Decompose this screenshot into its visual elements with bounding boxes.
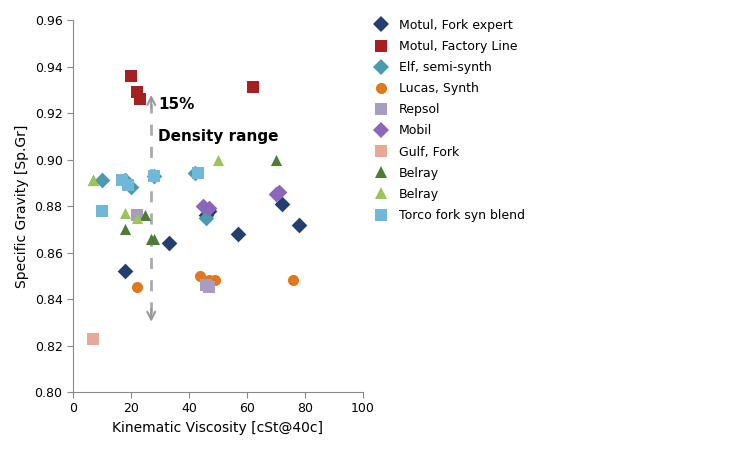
Belray	[87, 177, 99, 184]
Legend: Motul, Fork expert, Motul, Factory Line, Elf, semi-synth, Lucas, Synth, Repsol, : Motul, Fork expert, Motul, Factory Line,…	[369, 19, 525, 222]
Lucas, Synth	[287, 277, 299, 284]
Text: Density range: Density range	[158, 129, 279, 144]
Belray	[148, 235, 160, 242]
Motul, Fork expert	[200, 212, 212, 219]
Repsol	[130, 212, 142, 219]
Elf, semi-synth	[148, 172, 160, 180]
Belray	[140, 212, 152, 219]
Elf, semi-synth	[189, 170, 201, 177]
Elf, semi-synth	[96, 177, 108, 184]
Lucas, Synth	[87, 335, 99, 342]
X-axis label: Kinematic Viscosity [cSt@40c]: Kinematic Viscosity [cSt@40c]	[112, 421, 323, 435]
Motul, Factory Line	[134, 95, 146, 103]
Motul, Fork expert	[275, 200, 287, 207]
Motul, Fork expert	[203, 207, 215, 214]
Motul, Factory Line	[247, 84, 259, 91]
Repsol	[203, 284, 215, 291]
Torco fork syn blend	[116, 177, 128, 184]
Text: 15%: 15%	[158, 97, 195, 112]
Motul, Fork expert	[163, 239, 175, 247]
Belray	[87, 177, 99, 184]
Belray	[270, 156, 282, 163]
Torco fork syn blend	[96, 207, 108, 214]
Lucas, Synth	[209, 277, 221, 284]
Torco fork syn blend	[122, 181, 134, 189]
Elf, semi-synth	[119, 177, 131, 184]
Mobil	[270, 191, 282, 198]
Belray	[130, 214, 142, 221]
Torco fork syn blend	[148, 172, 160, 180]
Lucas, Synth	[194, 272, 206, 279]
Gulf, Fork	[87, 335, 99, 342]
Lucas, Synth	[203, 277, 215, 284]
Motul, Factory Line	[130, 89, 142, 96]
Y-axis label: Specific Gravity [Sp.Gr]: Specific Gravity [Sp.Gr]	[15, 124, 29, 288]
Motul, Fork expert	[119, 267, 131, 274]
Elf, semi-synth	[125, 184, 137, 191]
Motul, Fork expert	[293, 221, 305, 228]
Mobil	[273, 189, 285, 196]
Belray	[119, 225, 131, 233]
Motul, Fork expert	[232, 230, 244, 238]
Torco fork syn blend	[191, 170, 203, 177]
Elf, semi-synth	[200, 214, 212, 221]
Belray	[119, 209, 131, 216]
Repsol	[200, 281, 212, 288]
Motul, Factory Line	[125, 72, 137, 79]
Belray	[146, 235, 158, 242]
Mobil	[203, 205, 215, 212]
Mobil	[197, 202, 209, 210]
Belray	[211, 156, 223, 163]
Lucas, Synth	[130, 284, 142, 291]
